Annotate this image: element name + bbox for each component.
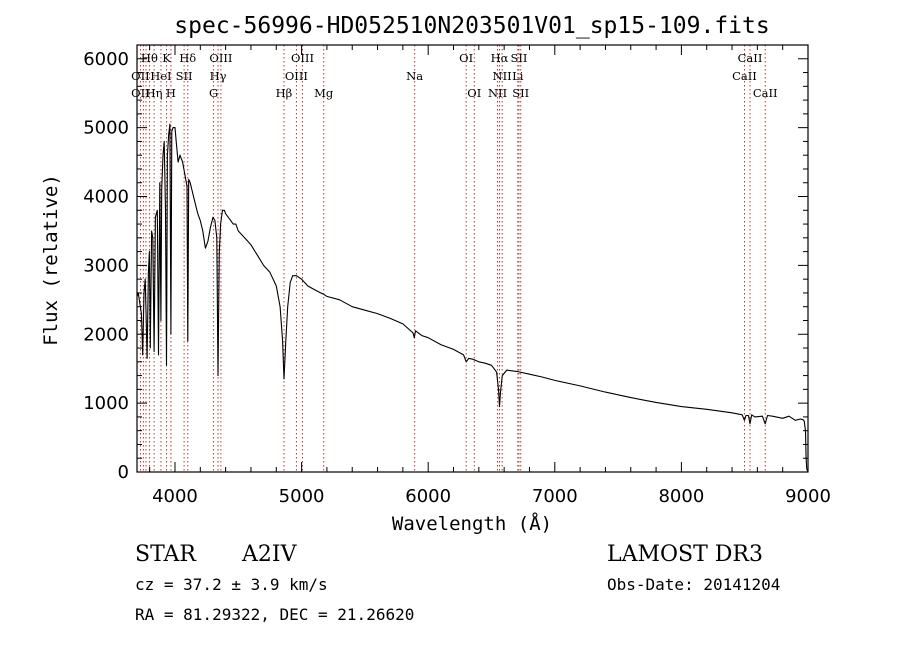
line-label-17: CaII (732, 69, 757, 83)
y-axis-ticks: 0 1000 2000 3000 4000 5000 6000 (83, 44, 808, 483)
line-label-16: Li (512, 69, 524, 83)
line-label-23: Mg (314, 86, 334, 100)
line-label-24: OI (467, 86, 481, 100)
spectrum-line (136, 123, 809, 472)
y-tick-label-3000: 3000 (83, 255, 129, 276)
x-tick-label-9000: 9000 (785, 486, 831, 507)
line-label-0: Hθ (141, 51, 158, 65)
line-label-12: Hγ (210, 69, 227, 83)
line-label-7: SII (510, 51, 527, 65)
x-tick-label-8000: 8000 (658, 486, 704, 507)
x-tick-label-6000: 6000 (405, 486, 451, 507)
obs-date: Obs-Date: 20141204 (607, 575, 780, 594)
line-label-3: OIII (209, 51, 232, 65)
x-axis-label: Wavelength (Å) (392, 512, 552, 535)
line-label-22: Hβ (276, 86, 293, 100)
coordinates: RA = 81.29322, DEC = 21.26620 (135, 605, 414, 624)
line-label-11: SII (176, 69, 193, 83)
line-label-21: G (209, 86, 218, 100)
marker-lines (139, 45, 766, 472)
line-label-27: CaII (753, 86, 778, 100)
line-label-13: OIII (285, 69, 308, 83)
line-label-9: OII (131, 69, 150, 83)
line-label-14: Na (406, 69, 423, 83)
y-tick-label-4000: 4000 (83, 187, 129, 208)
line-label-25: NII (488, 86, 507, 100)
object-class: STAR (135, 542, 197, 567)
x-tick-label-5000: 5000 (279, 486, 325, 507)
line-label-5: OI (459, 51, 473, 65)
cz-value: cz = 37.2 ± 3.9 km/s (135, 575, 328, 594)
y-tick-label-2000: 2000 (83, 324, 129, 345)
y-tick-label-5000: 5000 (83, 118, 129, 139)
y-tick-label-0: 0 (118, 462, 129, 483)
line-label-4: OIII (291, 51, 314, 65)
plot-frame (136, 44, 809, 473)
line-label-1: K (162, 51, 171, 65)
line-label-20: H (166, 86, 176, 100)
line-label-8: CaII (738, 51, 763, 65)
line-label-10: HeI (150, 69, 171, 83)
y-axis-label: Flux (relative) (40, 174, 62, 346)
line-label-18: OII (131, 86, 150, 100)
chart-title: spec-56996-HD052510N203501V01_sp15-109.f… (174, 13, 769, 39)
x-axis-ticks: 4000 5000 6000 7000 8000 9000 (149, 45, 831, 507)
x-tick-label-4000: 4000 (152, 486, 198, 507)
y-tick-label-1000: 1000 (83, 393, 129, 414)
y-tick-label-6000: 6000 (83, 49, 129, 70)
object-subclass: A2IV (241, 542, 298, 567)
x-tick-label-7000: 7000 (532, 486, 578, 507)
survey-label: LAMOST DR3 (607, 542, 763, 567)
line-label-6: Hα (491, 51, 509, 65)
line-label-19: Hη (146, 86, 163, 100)
line-label-2: Hδ (179, 51, 196, 65)
line-label-15: NII (493, 69, 512, 83)
line-label-26: SII (512, 86, 529, 100)
